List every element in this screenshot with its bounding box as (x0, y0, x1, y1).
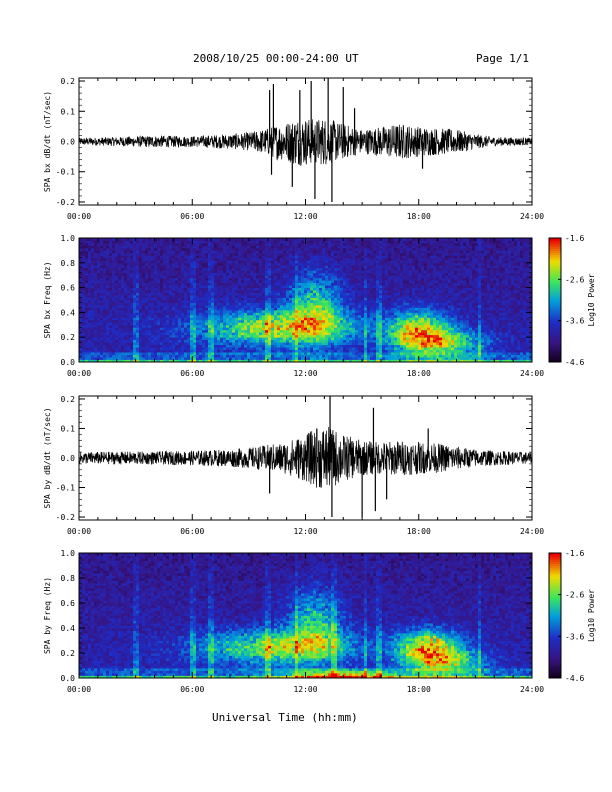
y-tick-label: 0.4 (61, 308, 76, 317)
colorbar-tick-label: -4.6 (565, 358, 584, 367)
y-tick-label: 0.6 (61, 284, 76, 293)
x-tick-label: 12:00 (293, 685, 317, 694)
spectrogram (79, 553, 533, 679)
y-tick-label: 0.6 (61, 599, 76, 608)
x-tick-label: 00:00 (67, 685, 91, 694)
y-tick-label: 0.1 (61, 107, 76, 116)
y-tick-label: 0.2 (61, 77, 76, 86)
x-tick-label: 12:00 (293, 369, 317, 378)
y-tick-label: 0.8 (61, 259, 76, 268)
x-axis-title: Universal Time (hh:mm) (212, 711, 358, 724)
x-tick-label: 00:00 (67, 212, 91, 221)
y-axis-label: SPA bx Freq (Hz) (43, 261, 52, 338)
x-tick-label: 06:00 (180, 527, 204, 536)
y-tick-label: 0.0 (61, 674, 76, 683)
x-tick-label: 06:00 (180, 369, 204, 378)
y-tick-label: 0.8 (61, 574, 76, 583)
x-tick-label: 24:00 (520, 369, 544, 378)
y-tick-label: -0.1 (56, 484, 75, 493)
colorbar (549, 238, 561, 363)
y-tick-label: 0.1 (61, 424, 76, 433)
colorbar-label: Log10 Power (587, 589, 596, 642)
colorbar-tick-label: -1.6 (565, 234, 584, 243)
waveform-series (78, 119, 533, 166)
colorbar-frame (548, 552, 562, 679)
y-tick-label: -0.2 (56, 513, 75, 522)
y-tick-label: 0.0 (61, 138, 76, 147)
x-tick-label: 12:00 (293, 212, 317, 221)
y-tick-label: 1.0 (61, 234, 76, 243)
x-tick-label: 24:00 (520, 685, 544, 694)
y-tick-label: -0.1 (56, 168, 75, 177)
y-tick-label: 0.0 (61, 454, 76, 463)
y-axis-label: SPA by dB/dt (nT/sec) (43, 407, 52, 508)
x-tick-label: 18:00 (407, 369, 431, 378)
x-tick-label: 06:00 (180, 685, 204, 694)
y-tick-label: 0.4 (61, 624, 76, 633)
colorbar-tick-label: -2.6 (565, 275, 584, 284)
colorbar-tick-label: -3.6 (565, 632, 584, 641)
x-tick-label: 00:00 (67, 369, 91, 378)
colorbar-frame (548, 237, 562, 363)
y-tick-label: 0.0 (61, 358, 76, 367)
x-tick-label: 18:00 (407, 685, 431, 694)
page-number: Page 1/1 (476, 52, 529, 65)
x-tick-label: 18:00 (407, 212, 431, 221)
colorbar-tick-label: -2.6 (565, 591, 584, 600)
x-tick-label: 24:00 (520, 527, 544, 536)
waveform-series (78, 426, 533, 488)
x-tick-label: 00:00 (67, 527, 91, 536)
x-tick-label: 06:00 (180, 212, 204, 221)
x-tick-label: 18:00 (407, 527, 431, 536)
y-tick-label: 0.2 (61, 649, 76, 658)
y-axis-label: SPA bx dB/dt (nT/sec) (43, 91, 52, 192)
colorbar (549, 553, 561, 679)
x-tick-label: 12:00 (293, 527, 317, 536)
page-title: 2008/10/25 00:00-24:00 UT (193, 52, 359, 65)
colorbar-tick-label: -3.6 (565, 317, 584, 326)
y-tick-label: 0.2 (61, 395, 76, 404)
spectrogram (79, 238, 533, 363)
x-tick-label: 24:00 (520, 212, 544, 221)
y-tick-label: 0.2 (61, 333, 76, 342)
colorbar-label: Log10 Power (587, 273, 596, 326)
y-axis-label: SPA by Freq (Hz) (43, 577, 52, 654)
y-tick-label: 1.0 (61, 549, 76, 558)
colorbar-tick-label: -4.6 (565, 674, 584, 683)
colorbar-tick-label: -1.6 (565, 549, 584, 558)
y-tick-label: -0.2 (56, 198, 75, 207)
